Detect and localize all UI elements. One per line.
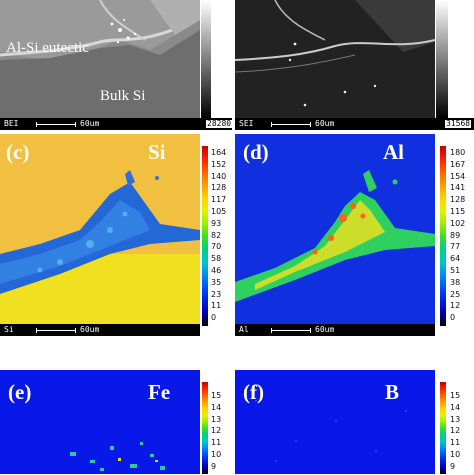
si-element-symbol: Si — [148, 140, 166, 164]
b-element-symbol: B — [385, 380, 400, 404]
si-tick-12: 23 — [211, 289, 222, 299]
al-tick-12: 25 — [450, 289, 461, 299]
si-tick-0: 164 — [211, 148, 227, 157]
al-map-panel: (d) Al — [235, 134, 435, 324]
al-tick-4: 128 — [450, 195, 466, 205]
al-panel-letter: (d) — [243, 140, 269, 164]
si-panel-letter: (c) — [6, 140, 30, 164]
sei-scale-label: 60um — [315, 119, 335, 128]
fe-color-bar — [202, 382, 208, 474]
si-strip-element: Si — [4, 325, 14, 334]
bei-mode: BEI — [4, 119, 19, 128]
fe-tick-2: 13 — [211, 414, 222, 424]
bei-scale-label: 60um — [80, 119, 100, 128]
al-tick-5: 115 — [450, 206, 466, 216]
sei-mode: SEI — [239, 119, 254, 128]
si-tick-7: 82 — [211, 230, 222, 240]
b-tick-2: 13 — [450, 414, 461, 424]
si-map-panel: (c) Si — [0, 134, 200, 324]
si-info-strip: Si 60um — [0, 324, 200, 336]
bei-max-value: 28280 — [206, 119, 233, 128]
b-tick-5: 10 — [450, 449, 461, 459]
fe-tick-0: 15 — [211, 391, 222, 400]
al-tick-9: 64 — [450, 254, 461, 264]
bei-gray-scale — [201, 0, 211, 118]
sei-info-strip: SEI 60um 31568 — [235, 118, 474, 130]
label-bulk-si: Bulk Si — [100, 88, 146, 104]
si-tick-8: 70 — [211, 242, 222, 252]
si-tick-4: 117 — [211, 195, 227, 205]
b-map-panel: (f) B — [235, 370, 435, 474]
fe-tick-3: 12 — [211, 426, 222, 436]
b-color-bar — [440, 382, 446, 474]
al-color-bar — [440, 146, 446, 326]
sei-image-panel — [235, 0, 435, 118]
al-tick-6: 102 — [450, 218, 466, 228]
fe-element-symbol: Fe — [148, 380, 171, 404]
b-map-image — [235, 370, 435, 474]
b-tick-0: 15 — [450, 391, 461, 400]
al-tick-13: 12 — [450, 301, 461, 311]
al-scale-bar — [271, 328, 311, 333]
b-tick-6: 9 — [450, 461, 456, 471]
si-tick-2: 140 — [211, 171, 227, 181]
sei-gray-scale — [436, 0, 448, 118]
fe-panel-letter: (e) — [8, 380, 32, 404]
al-tick-8: 77 — [450, 242, 461, 252]
sei-scale-bar — [271, 122, 311, 127]
b-tick-4: 11 — [450, 438, 461, 448]
al-tick-1: 167 — [450, 159, 466, 169]
si-tick-3: 128 — [211, 183, 227, 193]
al-tick-7: 89 — [450, 230, 461, 240]
label-al-si-eutectic: Al-Si eutectic — [6, 40, 89, 56]
b-tick-labels: 15 14 13 12 11 10 9 — [450, 392, 460, 475]
al-tick-2: 154 — [450, 171, 466, 181]
al-tick-10: 51 — [450, 265, 461, 275]
al-scale-label: 60um — [315, 325, 335, 334]
fe-tick-6: 9 — [211, 461, 217, 471]
bei-micrograph — [0, 0, 200, 118]
si-tick-14: 0 — [211, 313, 217, 323]
fe-map-image — [0, 370, 200, 474]
fe-tick-1: 14 — [211, 402, 222, 412]
si-tick-13: 11 — [211, 301, 222, 311]
si-color-bar — [202, 146, 208, 326]
sei-max-value: 31568 — [445, 119, 472, 128]
b-panel-letter: (f) — [243, 380, 264, 404]
si-tick-11: 35 — [211, 277, 222, 287]
si-scale-label: 60um — [80, 325, 100, 334]
fe-tick-5: 10 — [211, 449, 222, 459]
fe-map-panel: (e) Fe — [0, 370, 200, 474]
al-map-image — [235, 134, 435, 324]
fe-tick-labels: 15 14 13 12 11 10 9 — [211, 392, 221, 475]
al-info-strip: Al 60um — [235, 324, 435, 336]
si-scale-bar — [36, 328, 76, 333]
b-tick-3: 12 — [450, 426, 461, 436]
sei-micrograph — [235, 0, 435, 118]
si-map-image — [0, 134, 200, 324]
si-tick-6: 93 — [211, 218, 222, 228]
al-tick-labels: 180 167 154 141 128 115 102 89 77 64 51 … — [450, 149, 465, 326]
bei-image-panel: Al-Si eutectic Bulk Si — [0, 0, 200, 118]
si-tick-5: 105 — [211, 206, 227, 216]
b-tick-1: 14 — [450, 402, 461, 412]
al-tick-14: 0 — [450, 313, 456, 323]
al-tick-11: 38 — [450, 277, 461, 287]
al-element-symbol: Al — [383, 140, 404, 164]
si-tick-labels: 164 152 140 128 117 105 93 82 70 58 46 3… — [211, 149, 226, 326]
bei-info-strip: BEI 60um 28280 — [0, 118, 233, 130]
al-tick-3: 141 — [450, 183, 466, 193]
fe-tick-4: 11 — [211, 438, 222, 448]
bei-scale-bar — [36, 122, 76, 127]
al-strip-element: Al — [239, 325, 249, 334]
si-tick-10: 46 — [211, 265, 222, 275]
al-tick-0: 180 — [450, 148, 466, 157]
si-tick-1: 152 — [211, 159, 227, 169]
si-tick-9: 58 — [211, 254, 222, 264]
